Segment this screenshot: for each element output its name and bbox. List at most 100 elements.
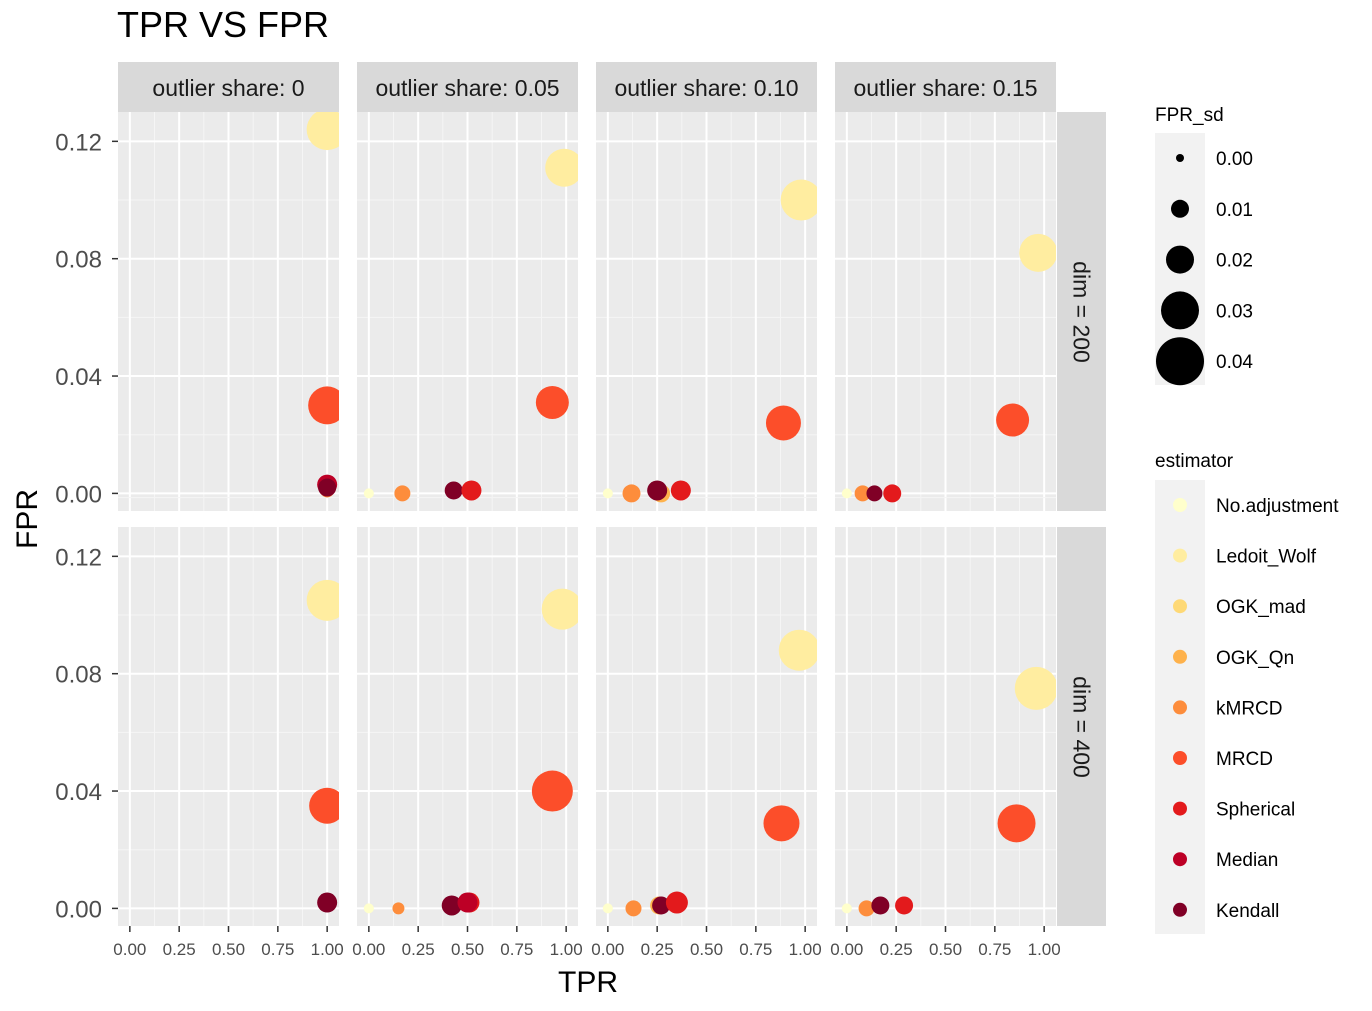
size-legend-key <box>1171 199 1189 218</box>
x-tick-label: 0.50 <box>690 940 723 959</box>
facet-label-col: outlier share: 0.05 <box>375 75 559 101</box>
color-legend-key <box>1173 599 1187 614</box>
y-tick-label: 0.08 <box>55 662 102 689</box>
data-point <box>1019 233 1056 272</box>
data-point <box>778 629 817 671</box>
data-point <box>858 900 875 917</box>
size-legend-label: 0.04 <box>1216 352 1253 373</box>
facet-label-row: dim = 400 <box>1069 676 1095 778</box>
color-legend-label: Spherical <box>1216 800 1295 821</box>
x-tick-label: 0.75 <box>500 940 533 959</box>
color-legend-label: MRCD <box>1216 749 1273 770</box>
facet-strip-row <box>1057 527 1106 926</box>
data-point <box>309 787 339 824</box>
data-point <box>763 805 800 842</box>
color-legend-key <box>1173 902 1187 917</box>
y-tick-label: 0.04 <box>55 779 102 806</box>
color-legend-key <box>1173 498 1187 512</box>
color-legend-label: Kendall <box>1216 901 1279 922</box>
x-tick-label: 0.25 <box>641 940 674 959</box>
data-point <box>647 480 668 501</box>
panel-points <box>841 233 1056 503</box>
facet-label-col: outlier share: 0.10 <box>614 75 798 101</box>
y-tick-label: 0.04 <box>55 364 102 391</box>
facet-strip-col <box>357 62 578 112</box>
y-axis-title: FPR <box>11 489 44 549</box>
x-tick-label: 0.75 <box>739 940 772 959</box>
data-point <box>780 179 817 221</box>
x-tick-label: 0.00 <box>113 940 146 959</box>
x-tick-label: 1.00 <box>550 940 583 959</box>
data-point <box>871 896 890 915</box>
y-tick-label: 0.08 <box>55 247 102 274</box>
color-legend-label: OGK_mad <box>1216 597 1306 618</box>
data-point <box>883 484 902 503</box>
color-legend-label: Median <box>1216 850 1278 871</box>
data-point <box>461 480 482 501</box>
panel-points <box>363 148 578 502</box>
data-point <box>318 478 337 497</box>
y-tick-label: 0.12 <box>55 129 102 156</box>
size-legend-label: 0.01 <box>1216 200 1253 221</box>
x-tick-label: 0.00 <box>591 940 624 959</box>
data-point <box>997 804 1036 843</box>
data-point <box>394 485 411 502</box>
facet-label-row: dim = 200 <box>1069 261 1095 363</box>
x-tick-label: 0.75 <box>261 940 294 959</box>
data-point <box>625 900 642 917</box>
x-tick-label: 0.50 <box>451 940 484 959</box>
color-legend-key <box>1173 649 1187 664</box>
size-legend-key <box>1166 245 1194 274</box>
data-point <box>306 579 339 621</box>
color-legend-key <box>1173 548 1187 563</box>
data-point <box>652 896 671 915</box>
facet-strip-col <box>596 62 817 112</box>
color-legend-key <box>1173 700 1187 715</box>
data-point <box>317 892 338 913</box>
panel-points <box>306 112 339 498</box>
data-point <box>765 405 801 441</box>
y-tick-label: 0.00 <box>55 481 102 508</box>
data-point <box>622 484 641 503</box>
y-tick-label: 0.00 <box>55 896 102 923</box>
size-legend-label: 0.02 <box>1216 251 1253 272</box>
x-tick-label: 0.25 <box>402 940 435 959</box>
data-point <box>895 896 914 915</box>
data-point <box>602 903 613 914</box>
x-tick-label: 0.75 <box>978 940 1011 959</box>
data-point <box>841 488 852 499</box>
size-legend-key <box>1156 337 1204 386</box>
data-point <box>444 481 463 500</box>
data-point <box>1014 666 1056 710</box>
panel-points <box>363 588 578 916</box>
chart-title: TPR VS FPR <box>117 4 329 45</box>
data-point <box>363 903 374 914</box>
facet-label-col: outlier share: 0.15 <box>853 75 1037 101</box>
color-legend-title: estimator <box>1155 451 1234 472</box>
data-point <box>535 385 569 419</box>
data-point <box>854 485 871 502</box>
data-point <box>866 485 883 502</box>
data-point <box>841 903 852 914</box>
data-point <box>541 588 578 630</box>
panel-points <box>841 666 1056 917</box>
x-tick-label: 1.00 <box>789 940 822 959</box>
data-point <box>670 480 691 501</box>
panel-points <box>602 179 817 503</box>
data-point <box>441 895 462 916</box>
color-legend-key <box>1173 852 1187 867</box>
data-point <box>602 488 613 499</box>
size-legend-key <box>1161 291 1199 330</box>
facet-label-col: outlier share: 0 <box>152 75 304 101</box>
size-legend-title: FPR_sd <box>1155 105 1224 126</box>
data-point <box>996 403 1030 437</box>
x-tick-label: 0.25 <box>880 940 913 959</box>
color-legend-key <box>1173 801 1187 816</box>
x-tick-label: 0.25 <box>163 940 196 959</box>
facet-strip-col <box>835 62 1056 112</box>
data-point <box>531 770 573 812</box>
data-point <box>308 386 339 425</box>
x-tick-label: 0.00 <box>352 940 385 959</box>
size-legend-label: 0.00 <box>1216 149 1253 170</box>
